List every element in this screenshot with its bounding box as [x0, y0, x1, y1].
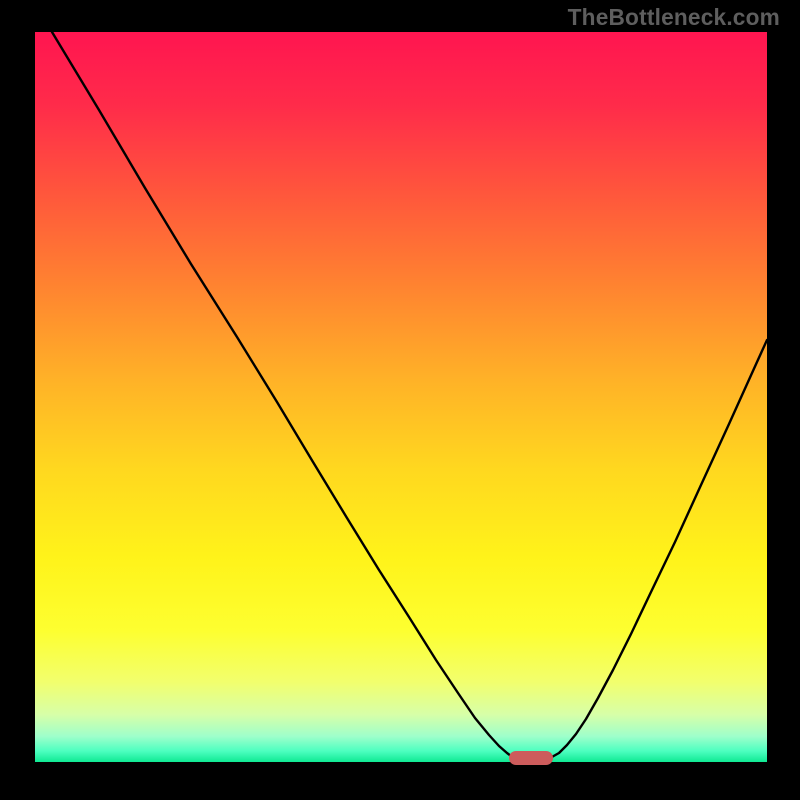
plot-frame-left: [0, 0, 35, 800]
bottleneck-curve: [35, 32, 767, 762]
plot-frame-bottom: [0, 762, 800, 800]
bottleneck-chart: [35, 32, 767, 762]
plot-frame-right: [767, 0, 800, 800]
watermark-text: TheBottleneck.com: [568, 4, 780, 31]
optimum-marker: [509, 751, 553, 765]
curve-path: [52, 32, 767, 760]
